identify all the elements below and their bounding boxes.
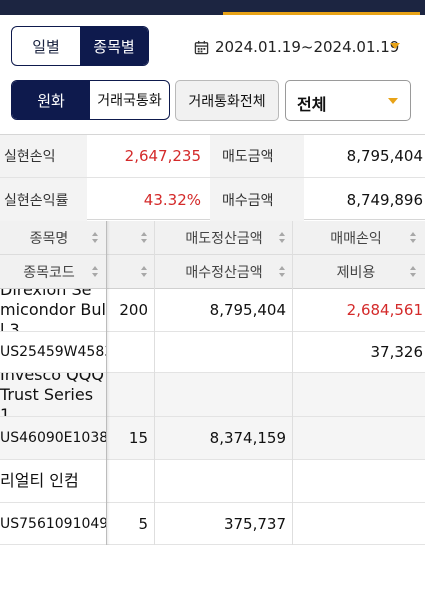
sort-icon[interactable] bbox=[410, 266, 417, 278]
trade-pl: 2,684,561 bbox=[346, 301, 423, 319]
filter-select[interactable]: 전체 bbox=[285, 80, 411, 121]
summary-row: 실현손익 2,647,235 매도금액 8,795,404 bbox=[0, 135, 425, 178]
header-fees[interactable]: 제비용 bbox=[336, 265, 376, 281]
top-bar bbox=[0, 0, 425, 15]
quantity bbox=[108, 373, 150, 416]
stock-name: Direxion Semicondor Bull 3 bbox=[0, 289, 106, 331]
by-stock-tab[interactable]: 종목별 bbox=[80, 27, 148, 65]
date-range-picker[interactable]: 2024.01.19~2024.01.19 bbox=[194, 36, 399, 58]
table-row[interactable]: US7561091049 5 375,737 bbox=[0, 503, 425, 545]
realized-rate-value: 43.32% bbox=[143, 190, 201, 209]
summary-panel: 실현손익 2,647,235 매도금액 8,795,404 실현손익률 43.3… bbox=[0, 134, 425, 221]
table-row[interactable]: US25459W4583 37,326 bbox=[0, 332, 425, 373]
sort-icon[interactable] bbox=[141, 266, 148, 278]
filter-select-value: 전체 bbox=[297, 95, 327, 114]
sell-amount-label: 매도금액 bbox=[210, 135, 304, 177]
sort-icon[interactable] bbox=[279, 266, 286, 278]
table-row[interactable]: Direxion Semicondor Bull 3 200 8,795,404… bbox=[0, 289, 425, 332]
frozen-column-shadow bbox=[106, 221, 110, 545]
sort-icon[interactable] bbox=[410, 232, 417, 244]
stock-name: 리얼티 인컴 bbox=[0, 471, 79, 490]
table-row[interactable]: 리얼티 인컴 bbox=[0, 460, 425, 503]
column-divider bbox=[292, 221, 293, 545]
chevron-down-icon bbox=[388, 98, 398, 104]
sort-icon[interactable] bbox=[141, 232, 148, 244]
quantity: 15 bbox=[128, 429, 148, 447]
quantity: 5 bbox=[138, 514, 148, 533]
sell-amount-value: 8,795,404 bbox=[346, 147, 423, 165]
buy-settle-amount bbox=[155, 332, 289, 372]
trade-pl bbox=[293, 460, 425, 502]
header-buy-settle[interactable]: 매수정산금액 bbox=[185, 265, 263, 281]
chevron-down-icon[interactable] bbox=[390, 43, 400, 49]
sell-settle-amount bbox=[155, 373, 289, 416]
quantity bbox=[108, 332, 150, 372]
realized-rate-label: 실현손익률 bbox=[0, 178, 87, 221]
buy-settle-amount: 375,737 bbox=[223, 514, 286, 533]
header-trade-pl[interactable]: 매매손익 bbox=[330, 231, 382, 247]
stock-code: US46090E1038 bbox=[0, 430, 106, 446]
header-stock-code[interactable]: 종목코드 bbox=[23, 265, 75, 281]
column-divider bbox=[154, 221, 155, 545]
sort-icon[interactable] bbox=[279, 232, 286, 244]
currency-toggle: 원화 거래국통화 bbox=[11, 80, 170, 120]
daily-tab[interactable]: 일별 bbox=[32, 37, 60, 56]
summary-row: 실현손익률 43.32% 매수금액 8,749,896 bbox=[0, 178, 425, 221]
divider bbox=[0, 254, 425, 255]
view-toggle: 일별 종목별 bbox=[11, 26, 149, 66]
header-stock-name[interactable]: 종목명 bbox=[29, 231, 69, 247]
stock-name: Invesco QQQ Trust Series 1 bbox=[0, 373, 104, 416]
stock-code: US25459W4583 bbox=[0, 344, 106, 360]
buy-amount-value: 8,749,896 bbox=[346, 190, 423, 209]
sell-settle-amount bbox=[155, 460, 289, 502]
realized-pl-label: 실현손익 bbox=[0, 135, 87, 177]
sort-icon[interactable] bbox=[92, 232, 99, 244]
trade-currency-tab[interactable]: 거래국통화 bbox=[97, 93, 162, 109]
fees bbox=[293, 417, 425, 459]
active-tab-indicator bbox=[223, 12, 420, 15]
sort-icon[interactable] bbox=[92, 266, 99, 278]
table-header: 종목명 매도정산금액 매매손익 종목코드 매수정산금액 제비용 bbox=[0, 221, 425, 289]
fees: 37,326 bbox=[370, 343, 424, 361]
trade-currency-all-button[interactable]: 거래통화전체 bbox=[175, 80, 279, 121]
quantity: 200 bbox=[119, 301, 148, 319]
stock-code: US7561091049 bbox=[0, 515, 106, 532]
table-row[interactable]: Invesco QQQ Trust Series 1 bbox=[0, 373, 425, 417]
sell-settle-amount: 8,795,404 bbox=[209, 301, 286, 319]
header-sell-settle[interactable]: 매도정산금액 bbox=[185, 231, 263, 247]
fees bbox=[293, 503, 425, 544]
buy-settle-amount: 8,374,159 bbox=[209, 429, 286, 447]
table-row[interactable]: US46090E1038 15 8,374,159 bbox=[0, 417, 425, 460]
calendar-icon bbox=[194, 40, 209, 54]
realized-pl-value: 2,647,235 bbox=[124, 147, 201, 165]
date-range-text: 2024.01.19~2024.01.19 bbox=[215, 38, 400, 56]
trade-pl bbox=[293, 373, 425, 416]
column-divider bbox=[106, 221, 107, 545]
quantity bbox=[108, 460, 150, 502]
buy-amount-label: 매수금액 bbox=[210, 178, 304, 221]
krw-tab[interactable]: 원화 bbox=[12, 81, 90, 119]
